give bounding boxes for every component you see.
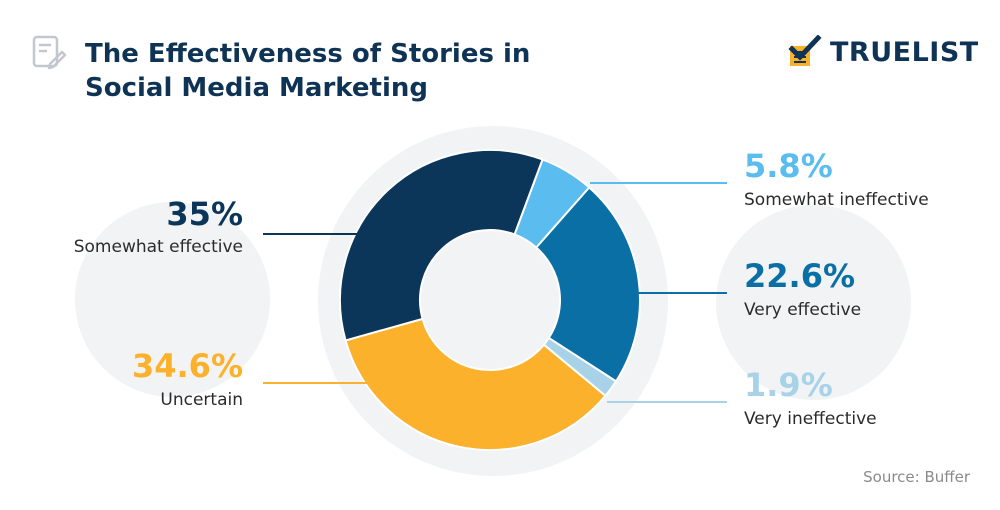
label-very-ineffective: Very ineffective <box>744 409 877 429</box>
percent-somewhat-effective: 35% <box>166 195 243 233</box>
label-uncertain: Uncertain <box>160 390 243 410</box>
percent-very-effective: 22.6% <box>744 257 856 295</box>
label-somewhat-effective: Somewhat effective <box>73 237 243 257</box>
source-note: Source: Buffer <box>863 468 970 486</box>
donut-slice-very-effective <box>534 186 641 383</box>
percent-uncertain: 34.6% <box>131 347 243 385</box>
checkmark-logo-icon <box>788 35 822 66</box>
donut-slice-uncertain <box>344 317 607 451</box>
page-title-line-2: Social Media Marketing <box>85 73 428 103</box>
donut-slice-somewhat-effective <box>339 149 544 342</box>
brand-logo: TRUELIST <box>788 34 979 70</box>
document-edit-icon <box>32 35 67 70</box>
left-background-circle <box>75 202 270 397</box>
label-very-effective: Very effective <box>744 300 862 320</box>
label-somewhat-ineffective: Somewhat ineffective <box>744 190 929 210</box>
page-title-line-1: The Effectiveness of Stories in <box>85 39 531 69</box>
percent-very-ineffective: 1.9% <box>744 366 833 404</box>
percent-somewhat-ineffective: 5.8% <box>744 147 833 185</box>
right-background-circle <box>716 205 911 400</box>
page-title: The Effectiveness of Stories in Social M… <box>85 37 565 105</box>
brand-name: TRUELIST <box>830 36 979 68</box>
